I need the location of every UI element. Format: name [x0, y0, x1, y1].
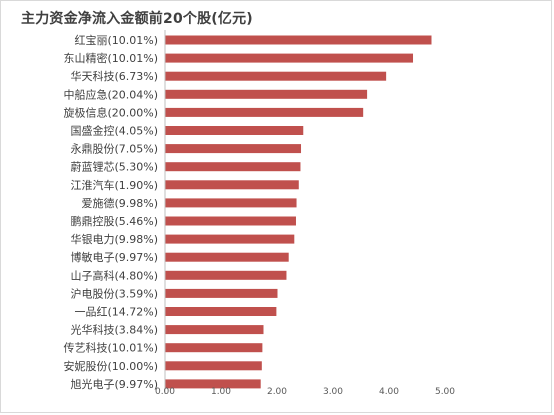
- category-label: 中船应急(20.04%): [63, 87, 158, 101]
- category-label: 东山精密(10.01%): [63, 51, 158, 65]
- bar: [165, 361, 262, 371]
- x-tick-label: 4.00: [379, 387, 399, 397]
- bar: [165, 89, 368, 99]
- category-label: 沪电股份(3.59%): [70, 286, 158, 300]
- x-tick-label: 2.00: [267, 387, 287, 397]
- bar: [165, 343, 263, 353]
- bar: [165, 162, 301, 172]
- bar: [165, 35, 432, 45]
- x-tick-label: 1.00: [211, 387, 231, 397]
- bar: [165, 307, 277, 316]
- category-label: 蔚蓝锂芯(5.30%): [70, 160, 158, 174]
- bar: [165, 234, 295, 244]
- category-label: 红宝丽(10.01%): [74, 33, 158, 47]
- bar: [165, 270, 287, 280]
- category-label: 国盛金控(4.05%): [70, 124, 158, 138]
- bar: [165, 107, 364, 117]
- category-label: 华银电力(9.98%): [70, 232, 158, 246]
- bar: [165, 180, 299, 190]
- category-label: 旋极信息(20.00%): [63, 105, 158, 119]
- chart-title: 主力资金净流入金额前20个股(亿元): [21, 11, 253, 27]
- category-label: 永鼎股份(7.05%): [70, 142, 158, 156]
- bar: [165, 252, 289, 262]
- bar: [165, 198, 297, 208]
- category-label: 光华科技(3.84%): [70, 323, 158, 337]
- category-label: 一品红(14.72%): [74, 306, 158, 319]
- bar: [165, 379, 261, 389]
- bar: [165, 126, 304, 135]
- x-tick-label: 5.00: [435, 387, 455, 397]
- bar: [165, 144, 302, 154]
- category-label: 山子高科(4.80%): [70, 268, 158, 282]
- category-label: 华天科技(6.73%): [70, 69, 158, 83]
- bar: [165, 53, 414, 63]
- bar: [165, 288, 278, 298]
- bar: [165, 71, 387, 81]
- category-label: 爱施德(9.98%): [81, 196, 158, 210]
- category-label: 鹏鼎控股(5.46%): [70, 214, 158, 228]
- category-label: 博敏电子(9.97%): [70, 250, 158, 264]
- category-label: 传艺科技(10.01%): [63, 341, 158, 355]
- x-tick-label: 3.00: [323, 387, 343, 397]
- category-label: 安妮股份(10.00%): [63, 359, 158, 373]
- bar: [165, 325, 264, 335]
- category-label: 旭光电子(9.97%): [70, 377, 158, 391]
- x-tick-label: 0.00: [155, 387, 175, 397]
- category-label: 江淮汽车(1.90%): [70, 178, 158, 192]
- bar: [165, 216, 296, 226]
